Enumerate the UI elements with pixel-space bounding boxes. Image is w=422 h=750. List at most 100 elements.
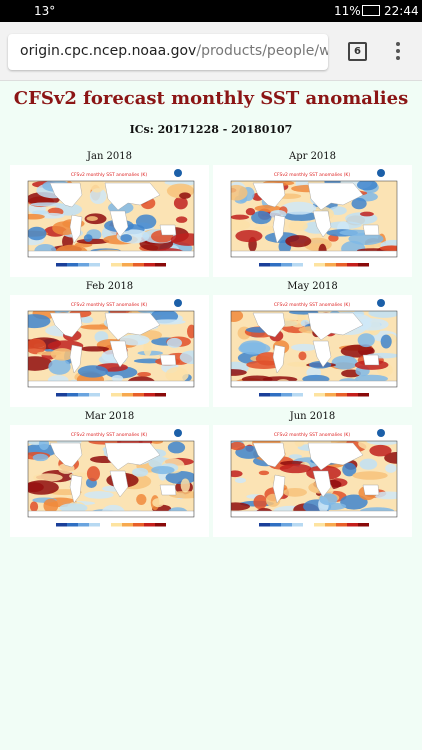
map-title: CFSv2 monthly SST anomalies (K) (274, 302, 351, 308)
colorbar-swatch (358, 393, 369, 397)
land (49, 442, 83, 468)
colorbar-swatch (292, 523, 303, 527)
colorbar-swatch (144, 263, 155, 267)
colorbar-swatch (78, 263, 89, 267)
land (252, 312, 286, 338)
colorbar-swatch (89, 263, 100, 267)
colorbar-swatch (67, 263, 78, 267)
map-title: CFSv2 monthly SST anomalies (K) (71, 172, 148, 178)
colorbar-swatch (336, 393, 347, 397)
land (307, 312, 364, 341)
land (69, 344, 83, 374)
colorbar-swatch (270, 393, 281, 397)
land (312, 210, 332, 238)
map-frame (230, 440, 398, 518)
colorbar-swatch (67, 393, 78, 397)
land (362, 484, 380, 496)
battery-icon (362, 5, 380, 16)
colorbar-swatch (111, 393, 122, 397)
colorbar-swatch (89, 393, 100, 397)
url-bar[interactable]: origin.cpc.ncep.noaa.gov/products/people… (8, 34, 328, 70)
map-title: CFSv2 monthly SST anomalies (K) (71, 302, 148, 308)
colorbar-swatch (144, 393, 155, 397)
colorbar-swatch (100, 263, 111, 267)
map-field (231, 441, 397, 517)
land (109, 340, 129, 368)
land (28, 510, 194, 517)
colorbar-swatch (303, 393, 314, 397)
url-path: /products/people/wwang (196, 43, 328, 59)
colorbar-swatch (347, 393, 358, 397)
colorbar-swatch (303, 263, 314, 267)
noaa-logo (174, 429, 182, 437)
land (272, 214, 286, 244)
land (69, 474, 83, 504)
noaa-logo (377, 299, 385, 307)
land (312, 340, 332, 368)
land (49, 312, 83, 338)
land (28, 380, 194, 387)
colorbar-swatch (89, 523, 100, 527)
colorbar-swatch (325, 523, 336, 527)
colorbar-swatch (314, 393, 325, 397)
map-title: CFSv2 monthly SST anomalies (K) (71, 432, 148, 438)
battery-percent: 11% (334, 4, 361, 18)
colorbar-swatch (56, 263, 67, 267)
colorbar-swatch (122, 523, 133, 527)
colorbar-swatch (155, 263, 166, 267)
noaa-logo (174, 169, 182, 177)
panel-label: May 2018 (287, 281, 338, 292)
colorbar-swatch (133, 393, 144, 397)
map-frame (27, 440, 195, 518)
sst-map-image: CFSv2 monthly SST anomalies (K) (10, 165, 209, 277)
map-field (231, 181, 397, 257)
land (362, 224, 380, 236)
land (252, 182, 286, 208)
colorbar-swatch (133, 263, 144, 267)
map-field (231, 311, 397, 387)
clock: 22:44 (384, 4, 419, 18)
colorbar-swatch (56, 523, 67, 527)
map-panel: Feb 2018 CFSv2 monthly SST anomalies (K) (10, 281, 209, 407)
colorbar-swatch (144, 523, 155, 527)
land (104, 182, 161, 211)
land (307, 182, 364, 211)
browser-toolbar: origin.cpc.ncep.noaa.gov/products/people… (0, 22, 422, 81)
land (28, 250, 194, 257)
colorbar-swatch (303, 523, 314, 527)
colorbar-swatch (358, 523, 369, 527)
colorbar-swatch (347, 523, 358, 527)
land (159, 354, 177, 366)
menu-button[interactable] (396, 42, 400, 63)
panel-label: Jan 2018 (86, 151, 133, 162)
colorbar-swatch (259, 263, 270, 267)
land (109, 210, 129, 238)
colorbar-swatch (111, 523, 122, 527)
colorbar-swatch (259, 523, 270, 527)
colorbar-swatch (347, 263, 358, 267)
land (159, 224, 177, 236)
url-text: origin.cpc.ncep.noaa.gov/products/people… (20, 43, 328, 59)
map-panel: May 2018 CFSv2 monthly SST anomalies (K) (213, 281, 412, 407)
panel-label: Mar 2018 (84, 411, 135, 422)
sst-map-image: CFSv2 monthly SST anomalies (K) (10, 425, 209, 537)
map-field (28, 181, 194, 257)
colorbar-swatch (270, 263, 281, 267)
colorbar-swatch (325, 393, 336, 397)
colorbar-swatch (78, 523, 89, 527)
map-field (28, 311, 194, 387)
map-frame (27, 310, 195, 388)
colorbar-swatch (270, 523, 281, 527)
map-title: CFSv2 monthly SST anomalies (K) (274, 172, 351, 178)
land (272, 474, 286, 504)
colorbar-swatch (314, 263, 325, 267)
tab-switcher[interactable]: 6 (348, 42, 367, 61)
colorbar-swatch (100, 393, 111, 397)
colorbar-swatch (259, 393, 270, 397)
land (231, 380, 397, 387)
map-field (28, 441, 194, 517)
land (159, 484, 177, 496)
colorbar-swatch (78, 393, 89, 397)
colorbar-swatch (292, 263, 303, 267)
